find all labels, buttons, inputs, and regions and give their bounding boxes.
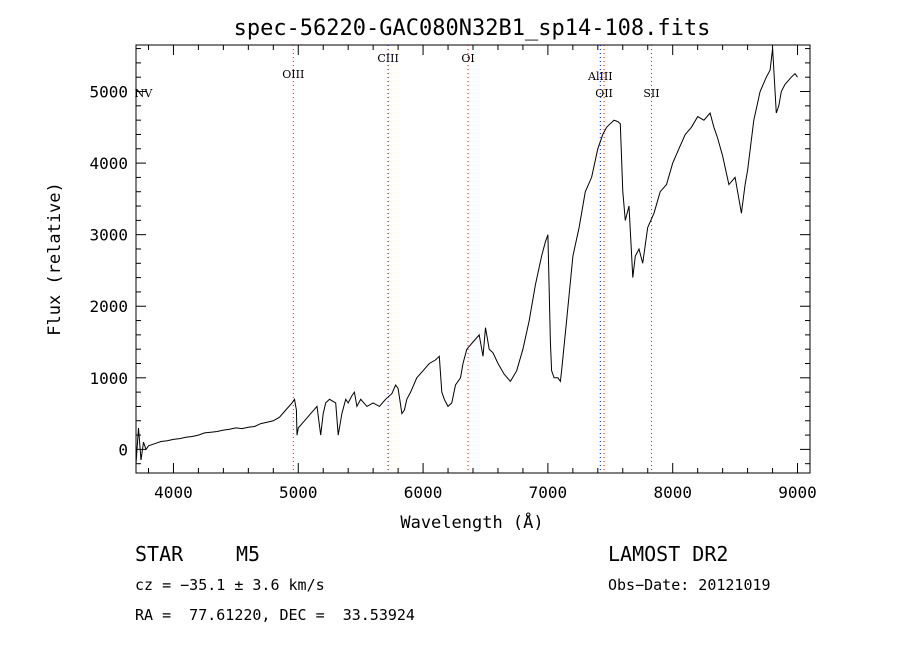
spectral-line-label: CIII [377, 52, 398, 65]
obs-date: Obs−Date: 20121019 [608, 576, 771, 594]
y-tick-label: 4000 [89, 154, 128, 173]
chart-title: spec-56220-GAC080N32B1_sp14-108.fits [234, 16, 711, 41]
x-tick-label: 8000 [653, 483, 692, 502]
spectral-line-label: OI [461, 52, 474, 65]
plot-frame [135, 44, 811, 474]
y-tick-label: 5000 [89, 83, 128, 102]
spectral-line-label: NV [135, 87, 154, 100]
spectrum-line [135, 48, 798, 464]
data-release: LAMOST DR2 [608, 542, 729, 566]
spectral-lines: NV OIII CIII OI AlIII OII SII [135, 45, 660, 473]
y-tick-label: 3000 [89, 226, 128, 245]
x-tick-label: 6000 [404, 483, 443, 502]
object-subclass: M5 [236, 542, 261, 566]
axes: 4000 5000 6000 7000 8000 9000 0 1000 2000 3000 400… [89, 45, 817, 502]
spectral-line-label: OII [595, 87, 613, 100]
coordinates: RA = 77.61220, DEC = 33.53924 [135, 606, 415, 624]
y-tick-label: 0 [118, 440, 128, 459]
object-type: STAR [135, 542, 184, 566]
y-axis-label: Flux (relative) [45, 182, 65, 336]
x-tick-label: 5000 [279, 483, 318, 502]
x-tick-label: 7000 [529, 483, 568, 502]
spectral-line-label: SII [643, 87, 659, 100]
x-tick-label: 4000 [154, 483, 193, 502]
y-tick-label: 1000 [89, 369, 128, 388]
x-tick-label: 9000 [778, 483, 817, 502]
spectral-line-label: AlIII [587, 70, 613, 83]
x-axis-label: Wavelength (Å) [400, 511, 543, 533]
redshift-text: cz = −35.1 ± 3.6 km/s [135, 576, 325, 594]
spectral-line-label: OIII [282, 68, 304, 81]
y-tick-label: 2000 [89, 297, 128, 316]
